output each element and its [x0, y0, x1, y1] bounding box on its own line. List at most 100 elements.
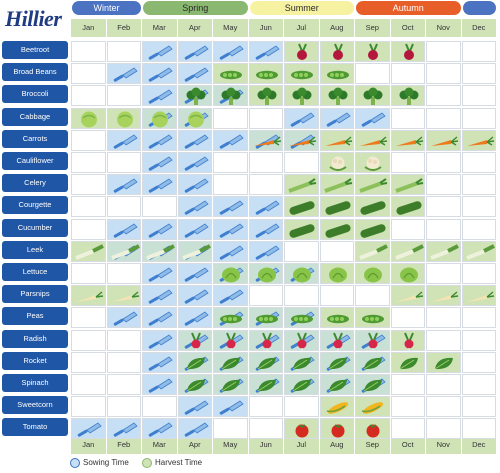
calendar-cell: [106, 218, 141, 240]
pea-pod-icon: [362, 315, 384, 324]
calendar-cell: [106, 418, 141, 440]
calendar-cell: [142, 107, 177, 129]
month-footer-feb: Feb: [106, 436, 141, 454]
cucumber-icon: [324, 223, 351, 238]
calendar-cell: [142, 196, 177, 218]
calendar-cell: [355, 240, 390, 262]
beetroot-icon: [368, 43, 378, 60]
calendar-cell: [177, 129, 212, 151]
calendar-cell: [390, 263, 425, 284]
broccoli-icon: [399, 87, 418, 106]
trowel-icon: [113, 422, 138, 438]
trowel-icon: [255, 223, 280, 238]
calendar-cell: [426, 351, 461, 373]
calendar-cell: [426, 129, 461, 151]
calendar-cell: [355, 107, 390, 129]
calendar-cell: [319, 63, 354, 85]
calendar-cell: [248, 107, 283, 129]
calendar-cell: [248, 41, 283, 62]
calendar-cell: [213, 263, 248, 284]
calendar-cell: [284, 41, 319, 62]
calendar-cell: [319, 240, 354, 262]
celery-icon: [359, 178, 388, 194]
calendar-cell: [319, 285, 354, 307]
calendar-cell: [461, 218, 496, 240]
trowel-icon: [219, 134, 244, 149]
trowel-icon: [361, 112, 386, 127]
trowel-icon: [184, 67, 209, 82]
calendar-cell: [177, 374, 212, 395]
calendar-cell: [355, 85, 390, 107]
calendar-cell: [461, 174, 496, 196]
calendar-cell: [319, 107, 354, 129]
calendar-cell: [71, 218, 106, 240]
leaf-icon: [363, 357, 382, 370]
calendar-cell: [355, 307, 390, 329]
trowel-icon: [148, 378, 173, 393]
broccoli-icon: [292, 87, 312, 106]
calendar-cell: [106, 41, 141, 62]
calendar-cell: [177, 263, 212, 284]
trowel-icon: [184, 400, 209, 415]
calendar-cell: [248, 174, 283, 196]
trowel-icon: [184, 311, 209, 327]
trowel-icon: [148, 223, 173, 238]
calendar-cell: [284, 374, 319, 395]
calendar-cell: [390, 129, 425, 151]
calendar-cell: [319, 174, 354, 196]
calendar-cell: [248, 396, 283, 418]
calendar-cell: [142, 263, 177, 284]
calendar-cell: [248, 374, 283, 395]
leaf-icon: [292, 379, 311, 392]
calendar-cell: [106, 129, 141, 151]
calendar-cell: [390, 63, 425, 85]
calendar-cell: [106, 107, 141, 129]
radish-icon: [190, 332, 201, 351]
calendar-cell: [461, 152, 496, 173]
calendar-cell: [319, 329, 354, 351]
calendar-cell: [426, 107, 461, 129]
calendar-cell: [319, 41, 354, 62]
broccoli-icon: [186, 87, 205, 106]
trowel-icon: [184, 422, 209, 438]
calendar-cell: [71, 107, 106, 129]
trowel-icon: [148, 334, 173, 349]
calendar-cell: [177, 396, 212, 418]
calendar-cell: [426, 174, 461, 196]
calendar-cell: [177, 240, 212, 262]
leaf-icon: [221, 357, 240, 370]
calendar-cell: [284, 307, 319, 329]
calendar-cell: [284, 152, 319, 173]
calendar-cell: [213, 285, 248, 307]
trowel-icon: [148, 311, 173, 327]
calendar-cell: [142, 396, 177, 418]
calendar-cell: [106, 263, 141, 284]
radish-icon: [368, 332, 378, 351]
calendar-cell: [284, 351, 319, 373]
calendar-cell: [284, 285, 319, 307]
calendar-cell: [284, 263, 319, 284]
leek-icon: [359, 244, 388, 260]
calendar-cell: [390, 240, 425, 262]
trowel-icon: [148, 289, 173, 304]
vegetable-label-carrots: Carrots: [2, 129, 68, 148]
vegetable-label-cauliflower: Cauliflower: [2, 152, 68, 170]
leaf-icon: [434, 357, 453, 370]
broccoli-icon: [221, 87, 241, 106]
tomato-icon: [331, 424, 344, 438]
radish-icon: [403, 332, 414, 351]
calendar-cell: [390, 218, 425, 240]
legend-sowing: Sowing Time: [70, 455, 129, 471]
month-footer-jun: Jun: [248, 436, 283, 454]
trowel-icon: [113, 67, 138, 82]
calendar-cell: [71, 152, 106, 173]
radish-icon: [297, 332, 307, 351]
calendar-cell: [461, 418, 496, 440]
pea-pod-icon: [291, 70, 313, 80]
trowel-icon: [148, 422, 173, 438]
calendar-cell: [106, 307, 141, 329]
calendar-cell: [284, 85, 319, 107]
calendar-cell: [213, 152, 248, 173]
calendar-cell: [248, 285, 283, 307]
calendar-cell: [177, 218, 212, 240]
